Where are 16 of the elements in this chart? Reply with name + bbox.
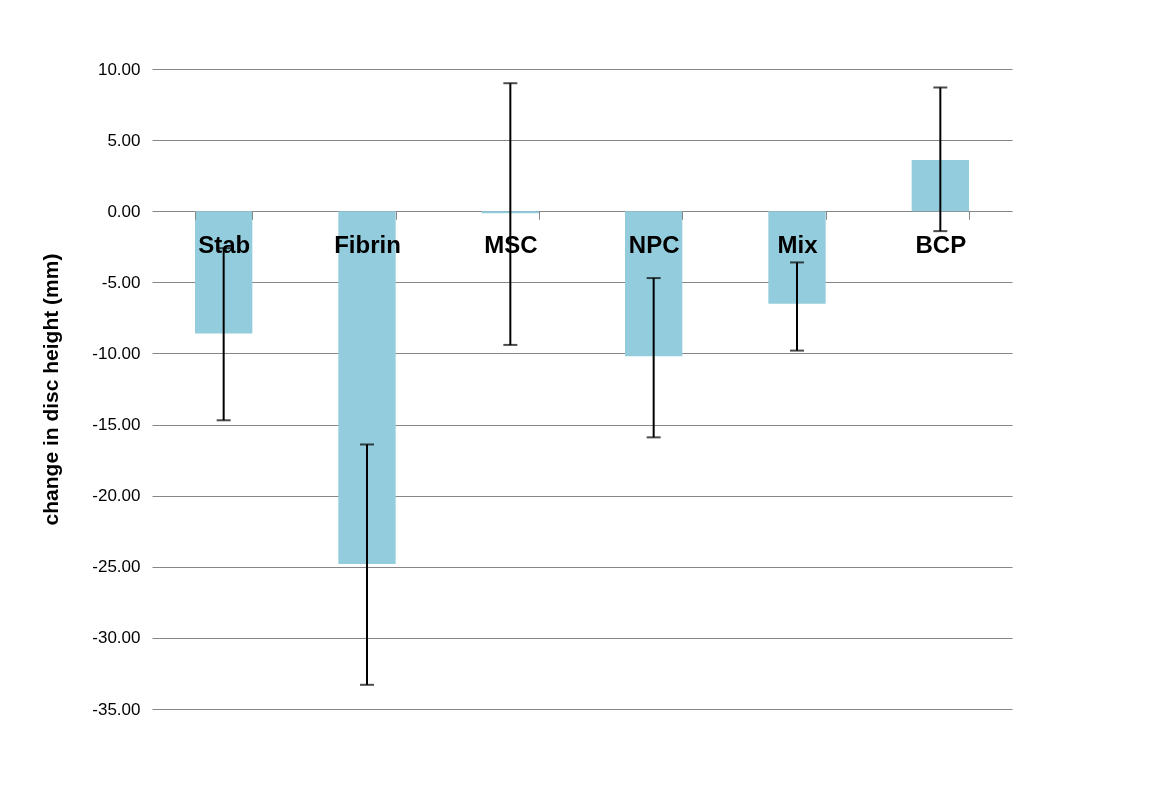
y-tick-label: -30.00: [92, 628, 141, 648]
y-tick-label: -15.00: [92, 415, 141, 435]
y-tick-label: -35.00: [92, 699, 141, 719]
y-tick-label: -5.00: [101, 272, 141, 292]
y-tick-label: -10.00: [92, 343, 141, 363]
x-tick-label: Mix: [777, 230, 819, 258]
y-tick-label: 5.00: [107, 130, 141, 150]
y-tick-label: 0.00: [107, 201, 141, 221]
x-tick-label: BCP: [915, 230, 967, 258]
x-tick-label: NPC: [628, 230, 680, 258]
x-tick-label: Stab: [198, 230, 251, 258]
y-tick-label: -25.00: [92, 557, 141, 577]
y-axis-title: change in disc height (mm): [39, 253, 63, 526]
y-tick-label: -20.00: [92, 486, 141, 506]
x-tick-label: Fibrin: [334, 230, 401, 258]
y-tick-label: 10.00: [97, 59, 141, 79]
